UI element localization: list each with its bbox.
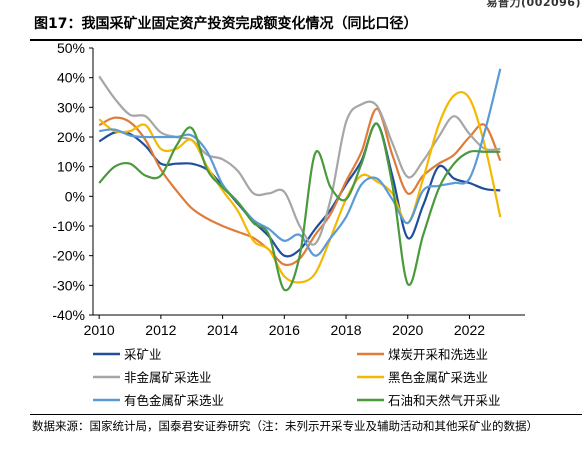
- legend-label-4: 黑色金属矿采选业: [388, 370, 488, 385]
- x-tick-label: 2022: [454, 322, 485, 338]
- x-tick-label: 2016: [269, 322, 300, 338]
- y-tick-label: 50%: [57, 40, 85, 56]
- source-note: 数据来源：国家统计局，国泰君安证券研究（注：未列示开采专业及辅助活动和其他采矿业…: [32, 419, 538, 433]
- series-layer: [98, 68, 502, 292]
- legend-label-2: 煤炭开采和洗选业: [388, 347, 488, 362]
- series-line-1: [98, 122, 501, 258]
- legend-label-6: 石油和天然气开采业: [388, 393, 501, 408]
- series-line-4: [98, 91, 502, 284]
- y-tick-label: -10%: [52, 218, 85, 234]
- y-tick-label: -40%: [52, 307, 85, 323]
- x-tick-label: 2018: [330, 322, 361, 338]
- series-line-6: [98, 122, 501, 292]
- y-tick-label: 10%: [57, 159, 85, 175]
- y-tick-label: 0%: [65, 188, 85, 204]
- legend-label-1: 采矿业: [124, 347, 162, 362]
- stock-tag: 易普力(002096): [486, 0, 581, 9]
- y-tick-label: -20%: [52, 248, 85, 264]
- y-tick-label: -30%: [52, 277, 85, 293]
- x-tick-label: 2020: [392, 322, 423, 338]
- x-tick-label: 2014: [207, 322, 238, 338]
- series-line-5: [99, 68, 502, 257]
- y-tick-label: 40%: [57, 70, 85, 86]
- y-tick-label: 20%: [57, 129, 85, 145]
- x-tick-label: 2012: [145, 322, 176, 338]
- source-rule: [30, 414, 582, 415]
- legend-label-5: 有色金属矿采选业: [124, 393, 224, 408]
- title-rule: [30, 39, 582, 41]
- y-tick-label: 30%: [57, 99, 85, 115]
- legend-label-3: 非金属矿采选业: [124, 370, 212, 385]
- figure-title-bar: 图17：我国采矿业固定资产投资完成额变化情况（同比口径）: [30, 10, 582, 41]
- x-tick-label: 2010: [84, 322, 115, 338]
- chart-axes: -40% -30% -20% -10% 0% 10% 20% 30% 40% 50% 2010 201…: [52, 40, 525, 338]
- series-line-3: [98, 75, 501, 246]
- figure-title: 图17：我国采矿业固定资产投资完成额变化情况（同比口径）: [34, 16, 418, 32]
